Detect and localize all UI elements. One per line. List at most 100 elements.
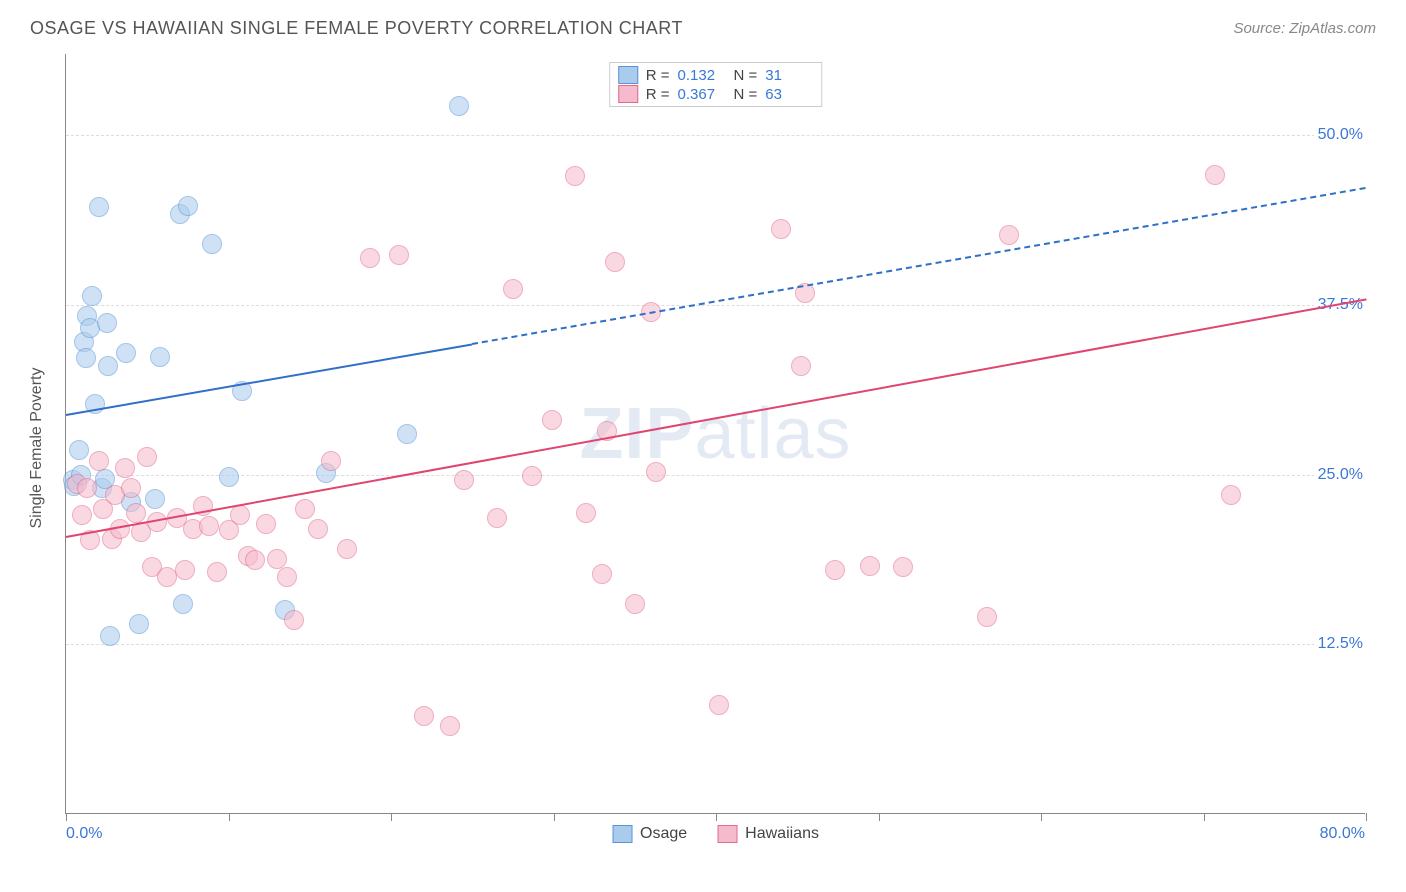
gridline (66, 135, 1365, 136)
gridline (66, 475, 1365, 476)
chart-container: Single Female Poverty ZIPatlas R = 0.132… (45, 54, 1385, 842)
y-tick-label: 25.0% (1314, 466, 1367, 484)
scatter-point (116, 343, 136, 363)
legend-item-hawaiians: Hawaiians (717, 825, 819, 843)
scatter-point (129, 614, 149, 634)
scatter-point (791, 356, 811, 376)
scatter-point (1221, 485, 1241, 505)
scatter-point (89, 451, 109, 471)
scatter-point (207, 562, 227, 582)
scatter-point (337, 539, 357, 559)
legend-stats-box: R = 0.132 N = 31 R = 0.367 N = 63 (609, 62, 823, 107)
scatter-point (565, 166, 585, 186)
legend-r-label: R = (646, 67, 670, 84)
scatter-point (126, 503, 146, 523)
plot-area: ZIPatlas R = 0.132 N = 31 R = 0.367 N = … (65, 54, 1365, 814)
x-tick (1366, 813, 1367, 821)
scatter-point (245, 550, 265, 570)
scatter-point (82, 286, 102, 306)
scatter-point (97, 313, 117, 333)
legend-n-label: N = (734, 86, 758, 103)
legend-swatch-hawaiians (618, 85, 638, 103)
legend-bottom: Osage Hawaiians (612, 825, 819, 843)
scatter-point (625, 594, 645, 614)
scatter-point (202, 234, 222, 254)
scatter-point (360, 248, 380, 268)
scatter-point (173, 594, 193, 614)
legend-item-osage: Osage (612, 825, 687, 843)
scatter-point (277, 567, 297, 587)
x-tick (391, 813, 392, 821)
y-tick-label: 50.0% (1314, 126, 1367, 144)
scatter-point (522, 466, 542, 486)
x-tick (66, 813, 67, 821)
scatter-point (860, 556, 880, 576)
scatter-point (592, 564, 612, 584)
scatter-point (771, 219, 791, 239)
legend-swatch-hawaiians-b (717, 825, 737, 843)
scatter-point (709, 695, 729, 715)
x-tick (554, 813, 555, 821)
legend-n-hawaiians: 63 (765, 86, 813, 103)
scatter-point (121, 478, 141, 498)
scatter-point (977, 607, 997, 627)
chart-title: OSAGE VS HAWAIIAN SINGLE FEMALE POVERTY … (30, 18, 683, 39)
scatter-point (137, 447, 157, 467)
chart-header: OSAGE VS HAWAIIAN SINGLE FEMALE POVERTY … (0, 0, 1406, 49)
scatter-point (256, 514, 276, 534)
scatter-point (178, 196, 198, 216)
scatter-point (69, 440, 89, 460)
trend-line (66, 298, 1366, 537)
scatter-point (576, 503, 596, 523)
scatter-point (999, 225, 1019, 245)
x-tick (1204, 813, 1205, 821)
scatter-point (77, 478, 97, 498)
scatter-point (389, 245, 409, 265)
x-axis-min-label: 0.0% (66, 825, 102, 843)
scatter-point (100, 626, 120, 646)
legend-r-osage: 0.132 (678, 67, 726, 84)
x-tick (1041, 813, 1042, 821)
y-tick-label: 12.5% (1314, 635, 1367, 653)
scatter-point (503, 279, 523, 299)
watermark: ZIPatlas (579, 393, 851, 475)
scatter-point (284, 610, 304, 630)
scatter-point (115, 458, 135, 478)
y-axis-title: Single Female Poverty (28, 368, 46, 529)
scatter-point (98, 356, 118, 376)
scatter-point (199, 516, 219, 536)
legend-label-hawaiians: Hawaiians (745, 825, 819, 843)
scatter-point (454, 470, 474, 490)
x-tick (879, 813, 880, 821)
scatter-point (76, 348, 96, 368)
scatter-point (230, 505, 250, 525)
source-label: Source: ZipAtlas.com (1233, 20, 1376, 37)
scatter-point (89, 197, 109, 217)
x-tick (229, 813, 230, 821)
scatter-point (414, 706, 434, 726)
scatter-point (295, 499, 315, 519)
scatter-point (542, 410, 562, 430)
legend-n-osage: 31 (765, 67, 813, 84)
gridline (66, 305, 1365, 306)
gridline (66, 644, 1365, 645)
scatter-point (175, 560, 195, 580)
legend-r-hawaiians: 0.367 (678, 86, 726, 103)
legend-stats-row-osage: R = 0.132 N = 31 (618, 66, 814, 84)
scatter-point (150, 347, 170, 367)
watermark-rest: atlas (694, 394, 851, 474)
scatter-point (308, 519, 328, 539)
scatter-point (440, 716, 460, 736)
scatter-point (219, 467, 239, 487)
scatter-point (487, 508, 507, 528)
scatter-point (321, 451, 341, 471)
legend-r-label: R = (646, 86, 670, 103)
scatter-point (449, 96, 469, 116)
legend-label-osage: Osage (640, 825, 687, 843)
scatter-point (1205, 165, 1225, 185)
legend-swatch-osage-b (612, 825, 632, 843)
x-axis-max-label: 80.0% (1320, 825, 1365, 843)
scatter-point (646, 462, 666, 482)
scatter-point (72, 505, 92, 525)
x-tick (716, 813, 717, 821)
